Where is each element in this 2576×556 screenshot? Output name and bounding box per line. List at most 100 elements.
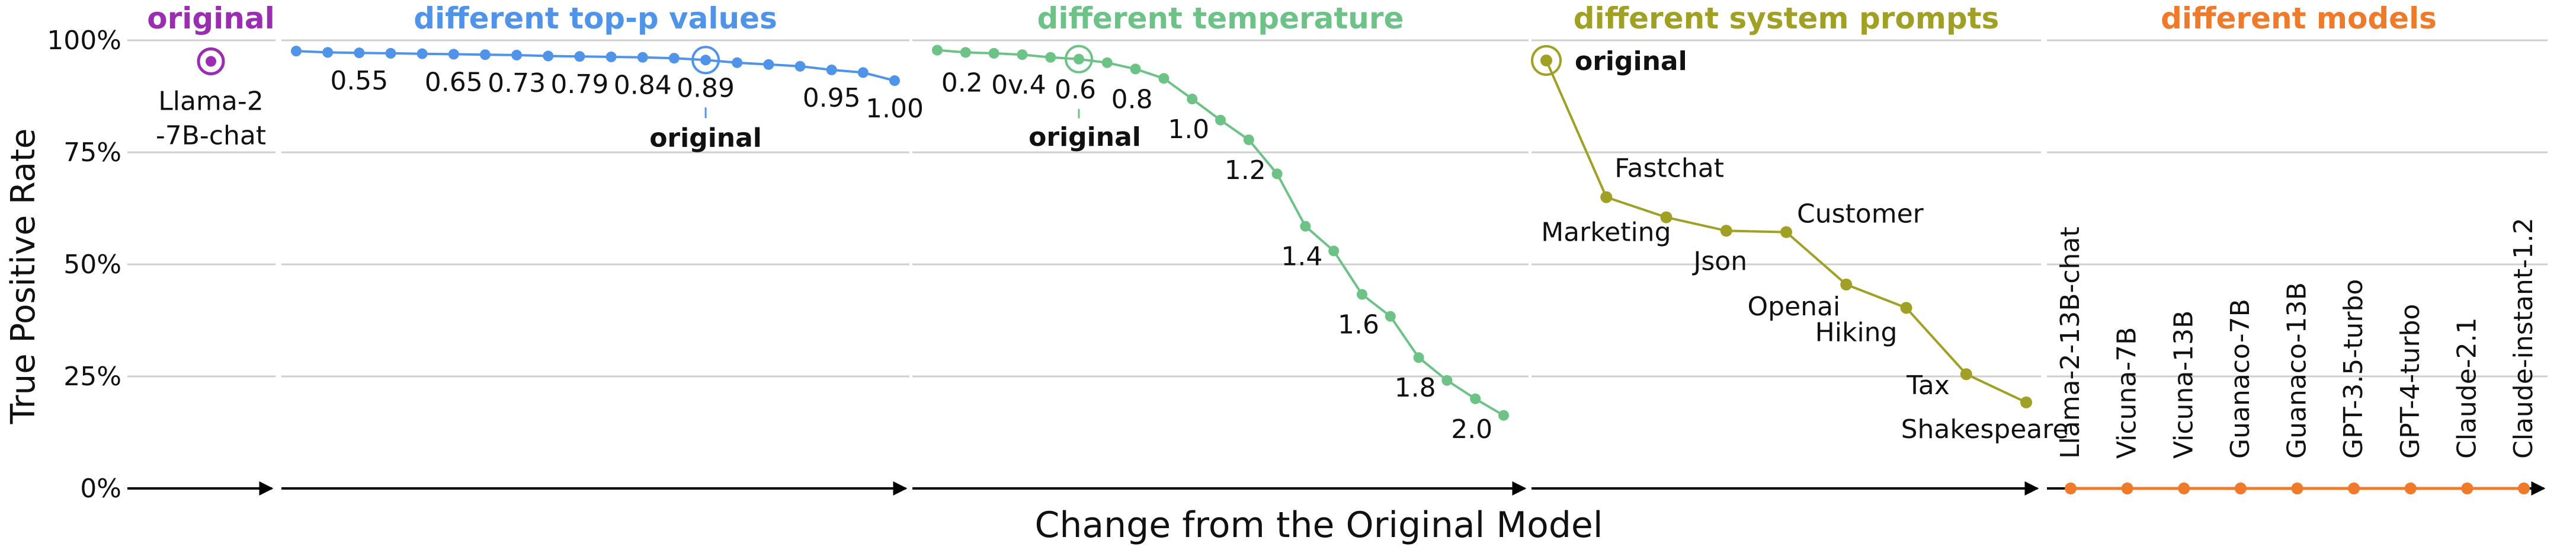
top-p-label: 0.55 <box>330 66 388 96</box>
original-model-label: -7B-chat <box>156 121 266 151</box>
temperature-label: 0v.4 <box>991 70 1046 100</box>
model-point <box>2065 482 2077 494</box>
marks-layer <box>197 44 2530 494</box>
temperature-point <box>1074 53 1084 65</box>
top-p-point <box>291 46 302 57</box>
temperature-label: 0.6 <box>1055 75 1096 105</box>
temperature-point <box>1130 63 1141 75</box>
system-prompt-label: Marketing <box>1541 218 1671 248</box>
temperature-point <box>1271 168 1283 180</box>
temperature-point <box>1045 52 1056 63</box>
y-tick-label: 0% <box>80 474 121 504</box>
model-point <box>2404 482 2417 494</box>
temperature-label: 1.4 <box>1281 242 1322 272</box>
top-p-label: 0.95 <box>803 83 861 113</box>
system-prompt-label: Hiking <box>1815 317 1898 347</box>
temperature-point <box>1215 114 1226 126</box>
top-p-point <box>668 53 680 64</box>
top-p-point <box>605 51 617 62</box>
y-tick-label: 50% <box>63 250 121 280</box>
model-point <box>2121 482 2133 494</box>
temperature-point <box>1158 73 1170 84</box>
top-p-point <box>826 64 837 75</box>
y-tick-label: 25% <box>63 362 121 392</box>
y-tick-label: 75% <box>63 138 121 168</box>
temperature-label: 2.0 <box>1451 414 1492 445</box>
model-point <box>2234 482 2247 494</box>
system-prompt-point <box>1840 279 1853 291</box>
top-p-point <box>322 47 334 58</box>
top-p-point <box>448 49 459 60</box>
top-p-point <box>857 67 869 78</box>
temperature-point <box>1385 311 1396 322</box>
top-p-point <box>889 75 900 87</box>
model-label: Vicuna-13B <box>2168 311 2199 459</box>
system-prompt-label: Fastchat <box>1614 154 1724 184</box>
temperature-point <box>1357 289 1367 300</box>
top-p-point <box>637 52 648 63</box>
panel-title: different system prompts <box>1574 1 2000 36</box>
grid-layer <box>127 39 2548 378</box>
top-p-point <box>416 48 428 59</box>
model-point <box>2178 482 2190 494</box>
top-p-label: 0.73 <box>488 68 546 98</box>
temperature-label: 1.2 <box>1225 155 1266 186</box>
system-prompt-label: original <box>1575 46 1687 76</box>
temperature-point <box>1300 221 1311 232</box>
text-layer: True Positive Rate Change from the Origi… <box>4 1 2539 546</box>
top-p-point <box>385 47 396 59</box>
model-label: Guanaco-7B <box>2225 299 2255 459</box>
temperature-point <box>1441 375 1453 386</box>
model-label: Claude-instant-1.2 <box>2508 218 2539 459</box>
system-prompt-point <box>1540 55 1552 67</box>
temperature-original-ring <box>1065 44 1093 74</box>
top-p-point <box>763 59 774 70</box>
system-prompt-original-ring <box>1531 45 1562 76</box>
temperature-point <box>1101 57 1113 68</box>
model-label: Llama-2-13B-chat <box>2055 226 2085 459</box>
system-prompt-label: Tax <box>1906 370 1950 401</box>
top-p-label: 0.79 <box>550 69 608 100</box>
system-prompt-label: Customer <box>1797 199 1924 229</box>
temperature-original-label: original <box>1029 122 1141 152</box>
original-marker <box>206 56 216 67</box>
system-prompt-point <box>1960 368 1972 381</box>
temperature-label: 0.8 <box>1111 84 1153 114</box>
original-model-label: Llama-2 <box>158 87 263 117</box>
top-p-label: 0.89 <box>677 73 735 103</box>
temperature-label: 1.8 <box>1395 373 1436 403</box>
panel-title: different top-p values <box>414 1 777 36</box>
panel-title: different temperature <box>1037 1 1404 36</box>
system-prompt-point <box>1600 191 1613 203</box>
temperature-label: 0.2 <box>941 68 983 98</box>
system-prompt-point <box>1900 302 1912 314</box>
original-marker-ring <box>197 47 225 76</box>
temperature-point <box>960 47 971 58</box>
top-p-point <box>794 60 806 72</box>
top-p-point <box>700 55 712 66</box>
top-p-original-label: original <box>649 123 762 153</box>
model-point <box>2348 482 2360 494</box>
model-label: Guanaco-13B <box>2282 282 2312 459</box>
temperature-point <box>1498 410 1509 421</box>
temperature-point <box>988 47 999 59</box>
model-point <box>2461 482 2474 494</box>
temperature-point <box>932 44 943 56</box>
y-tick-label: 100% <box>47 25 121 56</box>
top-p-point <box>479 49 491 60</box>
temperature-point <box>1328 245 1340 257</box>
model-point <box>2518 482 2530 494</box>
top-p-point <box>354 47 365 59</box>
system-prompt-label: Json <box>1691 246 1747 276</box>
top-p-point <box>732 57 743 68</box>
top-p-point <box>574 51 585 62</box>
top-p-original-ring <box>691 46 720 75</box>
system-prompt-label: Shakespeare <box>1901 414 2069 445</box>
model-label: Vicuna-7B <box>2112 327 2142 459</box>
model-label: Claude-2.1 <box>2452 317 2482 459</box>
system-prompt-point <box>1780 226 1792 238</box>
system-prompt-label: Openai <box>1748 292 1841 322</box>
system-prompt-point <box>1720 225 1732 237</box>
top-p-label: 1.00 <box>866 94 924 124</box>
